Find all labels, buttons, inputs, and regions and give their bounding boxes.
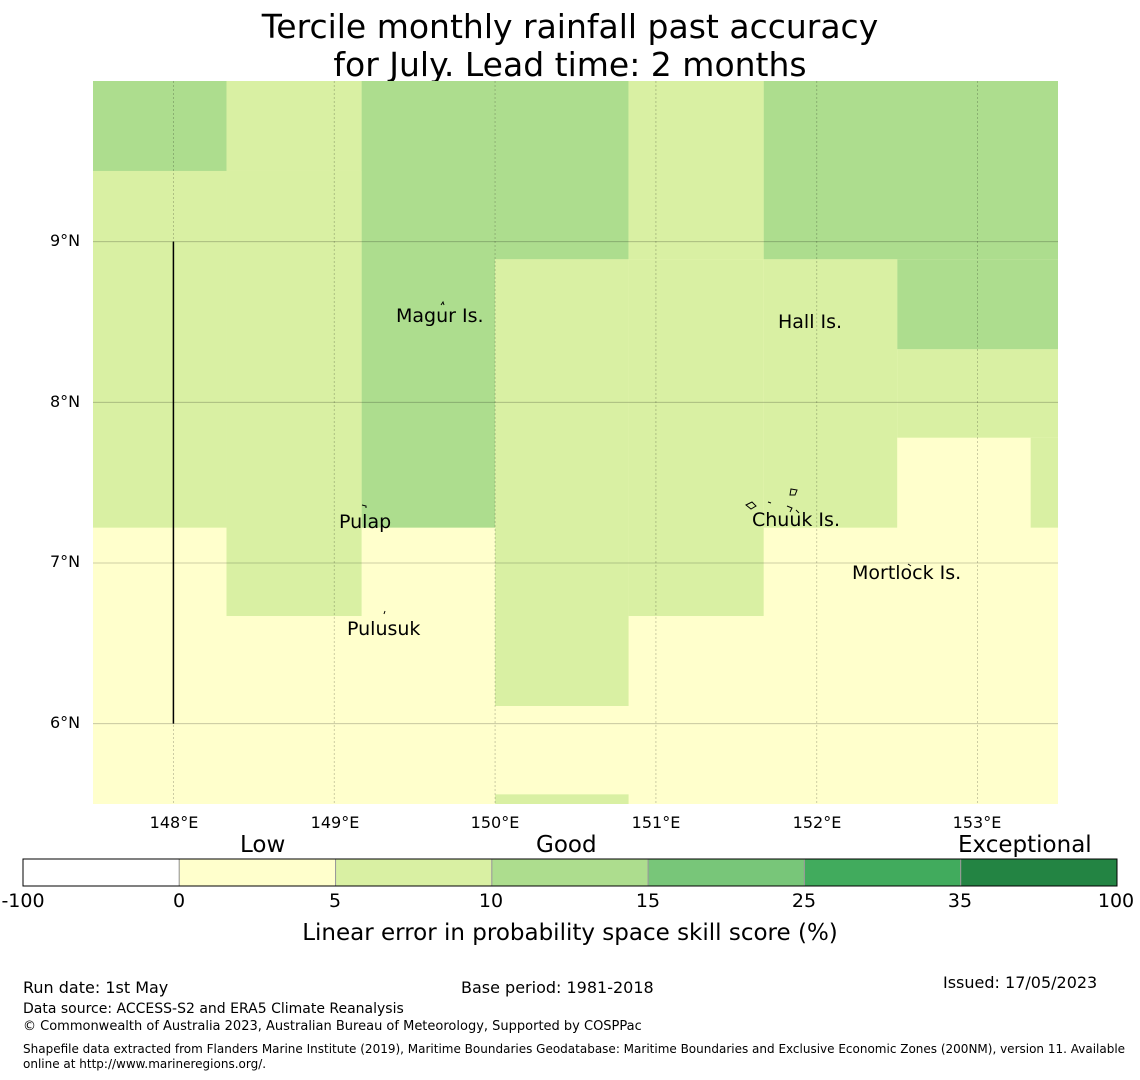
island-outline (795, 509, 800, 514)
skill-cell (495, 794, 629, 804)
colorbar-tick: 100 (1097, 890, 1135, 912)
lon-label-150e: 150°E (470, 813, 520, 832)
island-outline (745, 501, 757, 510)
skill-cell (93, 81, 227, 171)
lon-label-151e: 151°E (631, 813, 681, 832)
skill-cell (763, 259, 898, 528)
skill-cell (763, 81, 1058, 260)
place-label-pulusuk: Pulusuk (347, 618, 421, 640)
colorbar-tick: 0 (172, 890, 186, 912)
category-good: Good (536, 832, 597, 858)
place-label-hall: Hall Is. (778, 311, 843, 333)
lon-label-149e: 149°E (310, 813, 360, 832)
skill-map (22, 81, 1118, 887)
island-outline (789, 488, 798, 496)
colorbar-segment (22, 858, 180, 887)
lon-label-153e: 153°E (952, 813, 1002, 832)
colorbar-segment (491, 858, 649, 887)
skill-cell (628, 81, 764, 260)
data-source: Data source: ACCESS-S2 and ERA5 Climate … (23, 1001, 404, 1017)
skill-cell (495, 81, 629, 260)
colorbar-tick: 35 (947, 890, 973, 912)
issued-date: Issued: 17/05/2023 (943, 973, 1098, 992)
island-outline (383, 610, 386, 615)
island-outline (361, 504, 367, 508)
place-label-magur: Magur Is. (396, 305, 484, 327)
place-label-chuuk: Chuuk Is. (752, 509, 840, 531)
lon-label-152e: 152°E (792, 813, 842, 832)
lat-label-7n: 7°N (50, 552, 81, 571)
category-low: Low (240, 832, 286, 858)
island-outline (767, 501, 772, 504)
colorbar-segment (960, 858, 1118, 887)
colorbar-frame (22, 858, 1118, 887)
colorbar-segment (178, 858, 337, 887)
place-label-mortlock: Mortlock Is. (852, 562, 962, 584)
island-outline (786, 505, 793, 513)
category-exceptional: Exceptional (958, 832, 1092, 858)
place-label-pulap: Pulap (339, 511, 392, 533)
run-date: Run date: 1st May (23, 978, 169, 997)
colorbar-tick: 25 (791, 890, 817, 912)
map-title-line2: for July. Lead time: 2 months (333, 45, 807, 84)
colorbar-tick: 10 (478, 890, 504, 912)
skill-cell (628, 259, 764, 617)
skill-cell (226, 170, 362, 617)
island-outline (907, 563, 912, 567)
colorbar-segment (647, 858, 805, 887)
lon-label-148e: 148°E (149, 813, 199, 832)
skill-cell (897, 259, 1058, 350)
skill-cell (897, 349, 1058, 438)
base-period: Base period: 1981-2018 (461, 978, 654, 997)
island-outline (440, 300, 445, 306)
skill-cell (226, 81, 362, 171)
lat-label-8n: 8°N (50, 392, 81, 411)
colorbar-tick: -100 (1, 890, 45, 912)
colorbar-segment (335, 858, 493, 887)
shapefile-note: Shapefile data extracted from Flanders M… (23, 1042, 1126, 1071)
lat-label-9n: 9°N (50, 231, 81, 250)
colorbar-tick: 5 (328, 890, 342, 912)
copyright: © Commonwealth of Australia 2023, Austra… (23, 1019, 642, 1034)
colorbar-segment (803, 858, 962, 887)
skill-cell (361, 81, 496, 528)
colorbar-tick: 15 (635, 890, 661, 912)
skill-cell (495, 259, 629, 706)
colorbar-label: Linear error in probability space skill … (302, 920, 838, 946)
skill-cell (93, 170, 227, 528)
skill-cell (1030, 437, 1058, 528)
lat-label-6n: 6°N (50, 713, 81, 732)
map-title-line1: Tercile monthly rainfall past accuracy (261, 7, 879, 46)
